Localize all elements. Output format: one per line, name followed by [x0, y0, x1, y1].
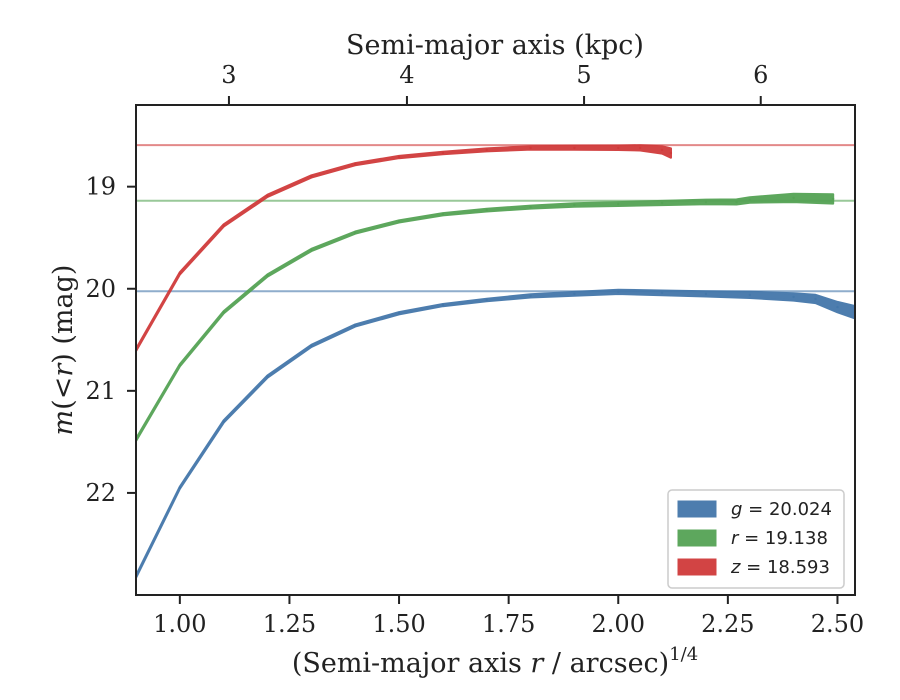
- data-point-g: [266, 375, 269, 378]
- data-point-g: [354, 324, 357, 327]
- data-point-z: [354, 163, 357, 166]
- data-point-z: [529, 146, 532, 150]
- data-point-r: [529, 205, 532, 209]
- y-axis-title-unit: (mag): [48, 265, 79, 354]
- x-tick-label: 1.00: [153, 610, 206, 638]
- legend-label-value: = 19.138: [738, 528, 828, 549]
- data-point-r: [441, 213, 445, 216]
- y-axis-title-close: ): [48, 353, 79, 364]
- y-tick-label: 21: [85, 377, 116, 405]
- data-point-r: [617, 202, 620, 206]
- data-point-r: [660, 201, 664, 205]
- data-point-z: [178, 272, 181, 275]
- data-point-z: [310, 175, 313, 178]
- legend-swatch-g: [677, 500, 717, 518]
- data-point-g: [573, 292, 576, 296]
- legend-label-var: r: [731, 528, 740, 549]
- data-point-g: [529, 294, 532, 298]
- data-point-g: [748, 293, 751, 297]
- data-point-r: [831, 197, 835, 201]
- axes-layer: 1.00 1.25 1.50 1.75 2.00 2.25 2.50 19 20 21 22 3 4 5 6: [85, 61, 864, 638]
- data-point-g: [704, 292, 708, 296]
- data-point-r: [310, 248, 313, 252]
- x-axis-title-part2: / arcsec): [543, 648, 669, 679]
- data-point-z: [397, 155, 401, 159]
- y-tick-label: 22: [85, 479, 116, 507]
- data-point-z: [669, 151, 673, 155]
- x-axis-title: (Semi-major axis r / arcsec)1/4: [292, 644, 698, 679]
- data-point-g: [310, 344, 313, 348]
- data-point-r: [573, 203, 576, 207]
- x-tick-label: 1.25: [263, 610, 316, 638]
- legend-label-var: z: [730, 557, 741, 578]
- data-point-g: [222, 420, 225, 423]
- y-tick-label: 19: [85, 173, 116, 201]
- top-tick-label: 4: [399, 61, 414, 89]
- data-point-z: [266, 194, 269, 198]
- data-point-r: [704, 200, 708, 204]
- x-tick-label: 1.50: [372, 610, 425, 638]
- profile-band-g: [136, 288, 855, 579]
- y-tick-label: 20: [85, 275, 116, 303]
- data-point-z: [639, 146, 642, 150]
- legend-label-z: z = 18.593: [730, 557, 830, 578]
- legend-label-value: = 20.024: [742, 499, 832, 520]
- legend-label-r: r = 19.138: [731, 528, 828, 549]
- data-point-g: [441, 303, 445, 307]
- x-tick-label: 2.50: [811, 610, 864, 638]
- x-tick-label: 2.00: [592, 610, 645, 638]
- x-tick-label: 2.25: [701, 610, 754, 638]
- data-point-z: [222, 224, 225, 227]
- top-tick-label: 5: [576, 61, 591, 89]
- data-point-z: [617, 146, 620, 150]
- data-point-g: [485, 298, 488, 302]
- data-point-z: [573, 146, 576, 150]
- data-point-g: [792, 295, 795, 299]
- top-tick-label: 6: [753, 61, 768, 89]
- y-axis-title-r: r: [48, 362, 79, 377]
- x-axis-title-part1: (Semi-major axis: [292, 648, 531, 679]
- data-point-z: [441, 151, 445, 155]
- data-point-g: [178, 486, 181, 489]
- legend-label-value: = 18.593: [740, 557, 830, 578]
- plot-frame: [135, 104, 856, 596]
- legend-swatch-r: [677, 529, 717, 547]
- legend-label-g: g = 20.024: [731, 499, 832, 520]
- top-tick-label: 3: [221, 61, 236, 89]
- data-point-g: [660, 291, 664, 294]
- y-axis-title-m: m: [48, 410, 79, 436]
- data-point-z: [485, 148, 488, 152]
- data-point-g: [814, 297, 817, 301]
- data-point-g: [397, 312, 401, 315]
- y-axis-title: m(<r) (mag): [48, 265, 79, 436]
- data-point-r: [354, 231, 357, 234]
- y-axis-title-lt: (<: [48, 377, 79, 410]
- data-point-r: [397, 220, 401, 223]
- data-point-r: [748, 198, 751, 202]
- data-point-r: [735, 200, 738, 204]
- x-axis-title-var: r: [530, 648, 545, 679]
- data-point-r: [266, 274, 269, 277]
- data-point-g: [836, 305, 839, 309]
- data-point-z: [660, 148, 664, 152]
- x-tick-label: 1.75: [482, 610, 535, 638]
- data-point-r: [485, 208, 488, 212]
- x-axis-title-exponent: 1/4: [669, 644, 698, 665]
- legend-label-var: g: [731, 499, 742, 520]
- data-point-g: [617, 290, 620, 293]
- data-point-r: [222, 311, 225, 314]
- data-point-r: [178, 364, 181, 367]
- series-layer: [136, 144, 855, 579]
- legend-swatch-z: [677, 558, 717, 576]
- data-point-r: [792, 196, 795, 200]
- top-axis-title: Semi-major axis (kpc): [346, 30, 644, 61]
